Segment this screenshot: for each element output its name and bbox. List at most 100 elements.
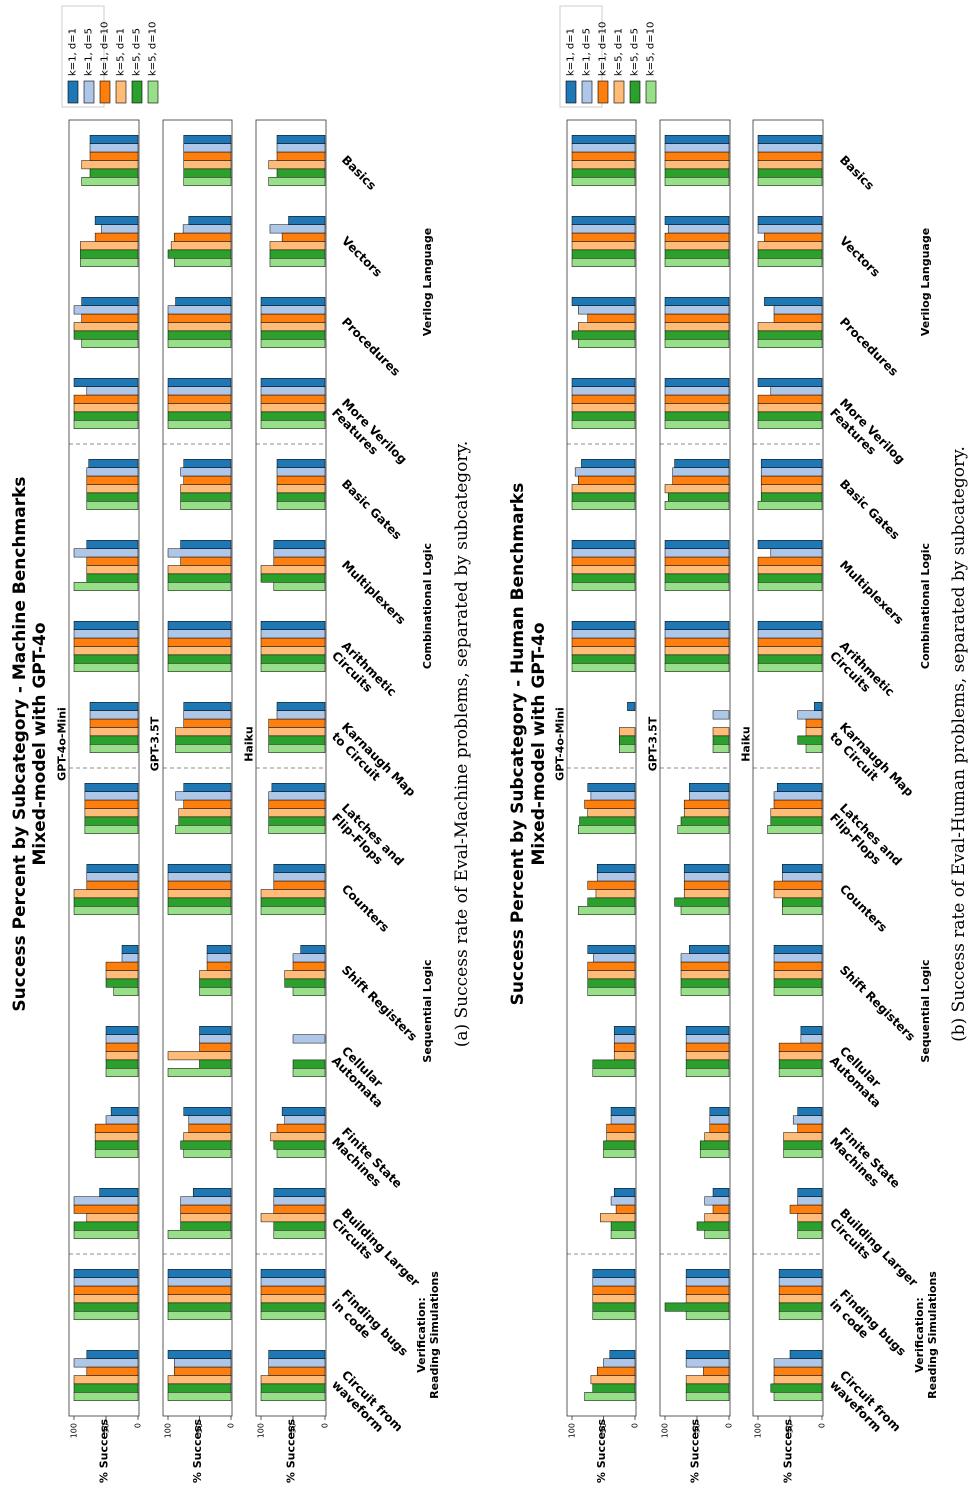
bar [773,880,823,890]
bar [260,394,326,404]
bar [167,305,232,315]
bar [664,573,730,583]
bar [174,1358,232,1368]
bar [757,565,823,575]
bar [199,970,232,980]
bar [773,1366,823,1376]
bar [703,1366,730,1376]
bar [167,386,232,396]
bar [571,411,636,421]
axis-label: % Success [98,1418,111,1483]
legend-swatch [581,80,593,104]
category-label: Latches andFlip-Flops [329,801,407,879]
bar [174,258,232,267]
bar [260,663,326,672]
bar [180,501,232,510]
bar [81,177,139,186]
bar [685,1358,730,1368]
bar [778,1277,823,1287]
bar [664,663,730,672]
bar [683,864,730,873]
category-label: Vectors [339,234,385,280]
bar [610,1230,636,1239]
tick-label: 0 [725,1423,734,1428]
bar [760,467,823,477]
category-label: More VerilogFeatures [329,396,410,477]
axis-label: % Success [782,1418,795,1483]
category-label: Basics [837,153,877,193]
category-label: Counters [837,882,890,935]
category-label: Finding bugsin code [827,1287,909,1369]
bar [757,135,823,144]
category-label: Building LargerCircuits [827,1206,921,1300]
bar [73,629,139,639]
legend-swatch [613,80,625,104]
bar [680,906,730,915]
bar [797,1107,823,1116]
bar [592,1285,636,1295]
panel-frame [68,119,140,1417]
category-label: More VerilogFeatures [827,396,908,477]
bar [596,864,636,873]
bar [175,727,232,737]
bar [270,1132,326,1142]
bar [610,1221,636,1231]
bar [571,297,636,306]
bar [571,637,636,647]
bar [627,702,636,711]
bar [89,727,139,737]
bar [797,1221,823,1231]
bar [292,1034,326,1044]
bar [773,1375,823,1385]
bar [167,313,232,323]
bar [73,582,139,591]
bar [167,1350,232,1359]
bar [269,249,326,259]
bar [276,484,326,494]
panel-model-label: GPT-4o-Mini [554,707,567,781]
bar [712,1188,730,1197]
bar [683,880,730,890]
category-label: Multiplexers [837,558,906,627]
bar [814,702,823,711]
bar [712,727,730,737]
bar [587,313,636,323]
bar [664,249,730,259]
bar [685,1068,730,1077]
bar [94,1149,139,1158]
bar [664,582,730,591]
tick-label: 50 [599,1423,608,1433]
bar [167,322,232,332]
bar [89,151,139,161]
bar [571,143,636,153]
bar [674,897,730,907]
bar [773,791,823,801]
bar [268,744,326,753]
bar [73,1302,139,1312]
bar [276,1123,326,1133]
bar [571,556,636,566]
category-label: Basics [339,153,379,193]
bar [86,484,139,494]
bar [704,1213,730,1223]
bar [284,1115,326,1125]
bar [86,1350,139,1359]
bar [610,1107,636,1116]
bar [664,646,730,656]
bar [773,970,823,980]
tick-label: 100 [754,1423,763,1438]
bar [778,1068,823,1077]
category-label: ArithmeticCircuits [827,639,897,709]
group-label: Verification:Reading Simulations [415,1271,441,1399]
bar [180,484,232,494]
bar [757,420,823,429]
chart-human: Success Percent by Subcategory - Human B… [508,5,969,1483]
bar [664,168,730,178]
bar [73,1221,139,1231]
bar [80,249,139,259]
bar [167,1051,232,1061]
bar [260,897,326,907]
bar [73,1311,139,1320]
bar [571,629,636,639]
group-label: Sequential Logic [421,959,434,1062]
